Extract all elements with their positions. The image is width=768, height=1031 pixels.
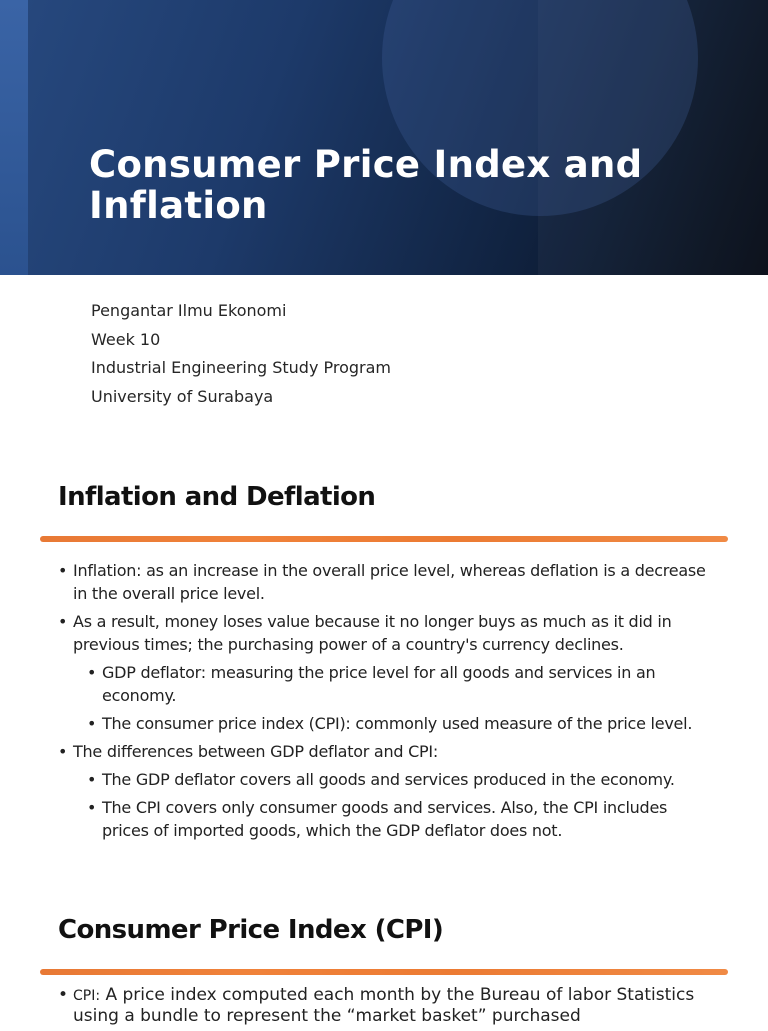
bullet-text: The CPI covers only consumer goods and s…	[102, 798, 668, 840]
slide-heading-inflation: Inflation and Deflation	[58, 482, 376, 512]
list-item: • CPI: A price index computed each month …	[58, 985, 718, 1026]
bullet-text: Inflation: as an increase in the overall…	[73, 561, 706, 603]
slide-title: Consumer Price Index and Inflation	[89, 143, 643, 227]
bullet-marker: •	[58, 742, 68, 761]
list-item: • Inflation: as an increase in the overal…	[58, 559, 718, 605]
subtitle-university: University of Surabaya	[91, 387, 274, 407]
bullet-text: The consumer price index (CPI): commonly…	[102, 714, 693, 733]
bullet-marker: •	[58, 561, 68, 580]
slide-heading-cpi: Consumer Price Index (CPI)	[58, 915, 444, 945]
list-item: • The GDP deflator covers all goods and s…	[58, 768, 718, 791]
subtitle-course: Pengantar Ilmu Ekonomi	[91, 301, 287, 320]
heading-underline	[40, 969, 728, 975]
bullet-text: The differences between GDP deflator and…	[73, 742, 439, 761]
subtitle-block: Pengantar Ilmu Ekonomi Week 10 Industria…	[91, 297, 391, 412]
banner-side-strip	[0, 0, 28, 275]
subtitle-program: Industrial Engineering Study Program	[91, 358, 391, 378]
list-item: • GDP deflator: measuring the price level…	[58, 661, 718, 707]
bullet-text: A price index computed each month by the…	[73, 985, 695, 1026]
bullet-text: GDP deflator: measuring the price level …	[102, 663, 656, 705]
bullet-marker: •	[58, 612, 68, 631]
list-item: • The differences between GDP deflator an…	[58, 740, 718, 763]
heading-underline	[40, 536, 728, 542]
bullet-marker: •	[87, 714, 97, 733]
inflation-bullet-list: • Inflation: as an increase in the overal…	[58, 559, 718, 847]
list-item: • The CPI covers only consumer goods and …	[58, 796, 718, 842]
list-item: • As a result, money loses value because …	[58, 610, 718, 656]
bullet-marker: •	[87, 798, 97, 817]
bullet-text: The GDP deflator covers all goods and se…	[102, 770, 675, 789]
bullet-marker: •	[87, 663, 97, 682]
bullet-term: CPI:	[73, 988, 101, 1004]
cpi-bullet-list: • CPI: A price index computed each month …	[58, 985, 718, 1031]
title-banner	[0, 0, 768, 275]
subtitle-week: Week 10	[91, 329, 161, 349]
bullet-text: As a result, money loses value because i…	[73, 612, 672, 654]
bullet-marker: •	[87, 770, 97, 789]
bullet-marker: •	[58, 985, 69, 1005]
list-item: • The consumer price index (CPI): commonl…	[58, 712, 718, 735]
